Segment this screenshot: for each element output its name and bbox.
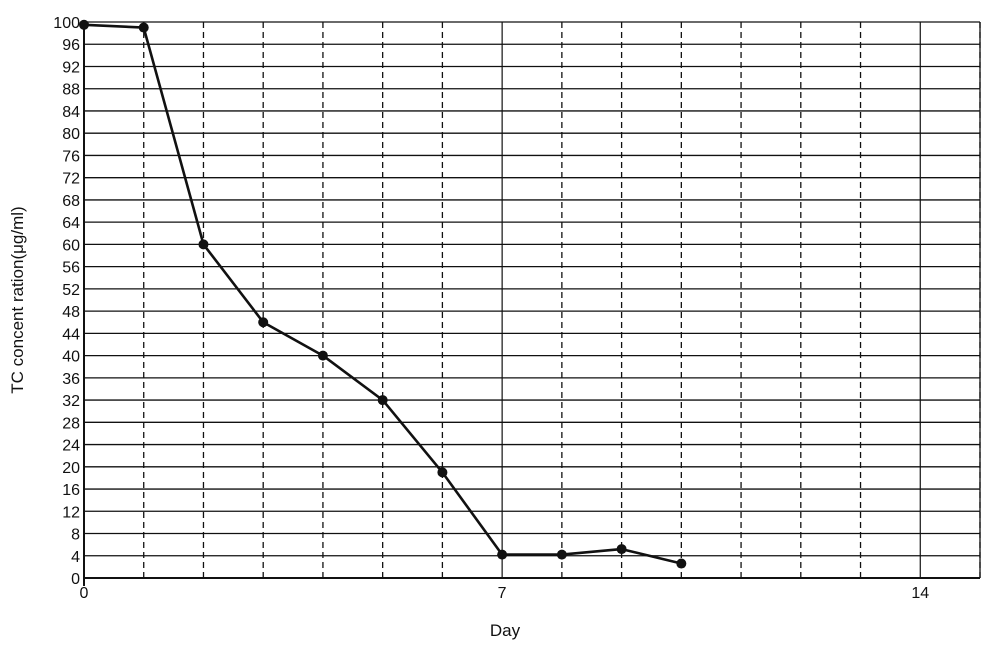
y-tick-label: 96 [62, 37, 80, 54]
y-tick-label: 4 [71, 549, 80, 566]
y-tick-label: 16 [62, 482, 80, 499]
data-point [318, 351, 328, 361]
y-tick-label: 32 [62, 393, 80, 410]
y-tick-labels: 0481216202428323640444852566064687276808… [53, 15, 80, 588]
data-point [79, 20, 89, 30]
y-tick-label: 12 [62, 504, 80, 521]
y-tick-label: 68 [62, 193, 80, 210]
x-tick-label: 0 [80, 585, 89, 602]
y-tick-label: 92 [62, 59, 80, 76]
x-axis-title: Day [490, 621, 521, 640]
data-point [258, 317, 268, 327]
y-tick-label: 48 [62, 304, 80, 321]
x-tick-labels: 0 7 14 [80, 585, 930, 602]
data-point [437, 467, 447, 477]
y-tick-label: 84 [62, 104, 80, 121]
y-tick-label: 24 [62, 438, 80, 455]
data-point [198, 239, 208, 249]
data-point [617, 544, 627, 554]
y-axis-title: TC concent ration(μg/ml) [8, 206, 27, 393]
y-tick-label: 100 [53, 15, 80, 32]
y-tick-label: 40 [62, 349, 80, 366]
x-tick-label: 14 [911, 585, 929, 602]
y-tick-label: 8 [71, 527, 80, 544]
y-tick-label: 36 [62, 371, 80, 388]
y-tick-label: 72 [62, 171, 80, 188]
y-tick-label: 76 [62, 148, 80, 165]
y-tick-label: 20 [62, 460, 80, 477]
grid-layer [84, 22, 980, 578]
y-tick-label: 28 [62, 415, 80, 432]
x-tick-label: 7 [498, 585, 507, 602]
y-tick-label: 88 [62, 82, 80, 99]
y-tick-label: 60 [62, 237, 80, 254]
data-point [676, 559, 686, 569]
y-tick-label: 44 [62, 326, 80, 343]
data-point [378, 395, 388, 405]
y-tick-label: 80 [62, 126, 80, 143]
y-tick-label: 64 [62, 215, 80, 232]
y-tick-label: 56 [62, 260, 80, 277]
data-point [139, 23, 149, 33]
data-point [557, 550, 567, 560]
y-tick-label: 52 [62, 282, 80, 299]
data-point [497, 550, 507, 560]
axes-layer [84, 20, 980, 586]
